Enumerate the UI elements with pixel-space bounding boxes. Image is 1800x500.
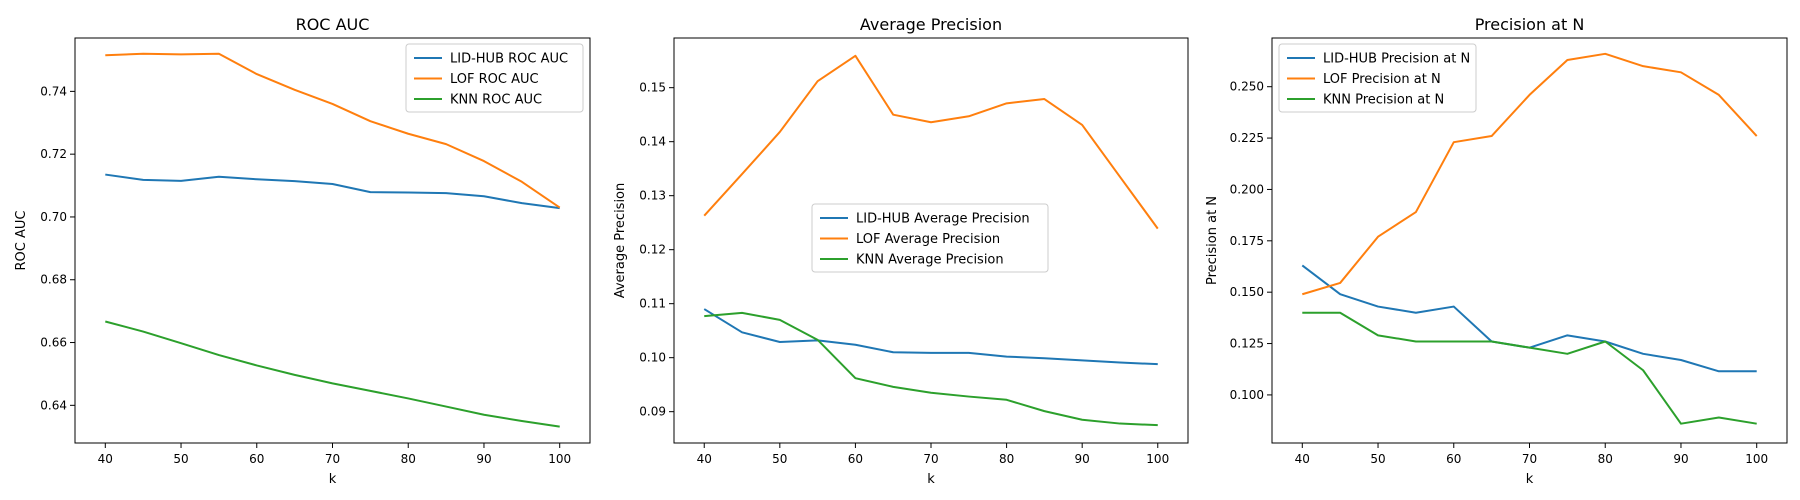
series-line-lof-precision-at-n (1302, 52, 1758, 296)
series-line-lof-average-precision (703, 54, 1159, 230)
legend-label-knn-precision-at-n: KNN Precision at N (1323, 93, 1444, 108)
chart-precision-at-n: Precision at N 40 50 60 70 80 90 100 0.100 0.125 0… (1205, 15, 1788, 487)
chart-title: Average Precision (860, 15, 1002, 34)
y-tick-label: 0.150 (1230, 285, 1264, 299)
x-tick-label: 40 (1295, 452, 1310, 466)
y-tick-label: 0.100 (1230, 388, 1264, 402)
legend: LID-HUB Precision at N LOF Precision at N… (1278, 43, 1477, 113)
y-tick-label: 0.225 (1230, 131, 1264, 145)
series-line-knn-roc-auc (105, 320, 560, 428)
x-tick-label: 70 (923, 452, 938, 466)
x-tick-label: 90 (1673, 452, 1688, 466)
x-tick-label: 80 (1598, 452, 1613, 466)
y-axis-label: Average Precision (613, 183, 628, 299)
series-line-lid-hub-roc-auc (105, 173, 560, 210)
y-tick-label: 0.14 (639, 135, 666, 149)
y-tick-label: 0.64 (40, 398, 67, 412)
y-tick-label: 0.74 (40, 84, 67, 98)
legend-label-knn-roc-auc: KNN ROC AUC (450, 93, 542, 108)
y-tick-label: 0.70 (40, 210, 67, 224)
x-tick-label: 90 (1075, 452, 1090, 466)
x-tick-label: 60 (848, 452, 863, 466)
legend-label-lof-average-precision: LOF Average Precision (856, 232, 1000, 247)
series-line-knn-precision-at-n (1302, 311, 1757, 425)
y-tick-label: 0.175 (1230, 234, 1264, 248)
x-tick-label: 40 (98, 452, 113, 466)
y-axis-label: ROC AUC (14, 211, 29, 271)
chart-title: Precision at N (1475, 15, 1585, 34)
y-tick-label: 0.66 (40, 336, 67, 350)
series-line-knn-average-precision (704, 311, 1158, 427)
legend-label-lof-precision-at-n: LOF Precision at N (1323, 72, 1441, 87)
x-axis-label: k (329, 472, 337, 487)
chart-average-precision: Average Precision 40 50 60 70 80 90 100 0.09 0.10… (613, 15, 1189, 487)
x-tick-label: 60 (1446, 452, 1461, 466)
x-tick-label: 70 (325, 452, 340, 466)
series-line-lid-hub-average-precision (703, 308, 1158, 366)
legend-box (1278, 43, 1477, 113)
legend-label-lid-hub-average-precision: LID-HUB Average Precision (856, 212, 1030, 227)
y-tick-label: 0.68 (40, 273, 67, 287)
legend-label-knn-average-precision: KNN Average Precision (856, 253, 1004, 268)
x-tick-label: 50 (173, 452, 188, 466)
y-tick-label: 0.10 (639, 351, 666, 365)
x-tick-label: 100 (548, 452, 571, 466)
x-tick-label: 60 (249, 452, 264, 466)
x-axis-label: k (1526, 472, 1534, 487)
y-tick-label: 0.72 (40, 147, 67, 161)
x-tick-label: 80 (999, 452, 1014, 466)
x-tick-label: 90 (476, 452, 491, 466)
y-tick-label: 0.11 (639, 297, 666, 311)
series-line-lid-hub-precision-at-n (1301, 264, 1757, 373)
y-tick-label: 0.09 (639, 405, 666, 419)
y-tick-label: 0.13 (639, 189, 666, 203)
x-axis-label: k (927, 472, 935, 487)
legend-label-lof-roc-auc: LOF ROC AUC (450, 72, 539, 87)
x-tick-label: 50 (772, 452, 787, 466)
chart-title: ROC AUC (296, 15, 370, 34)
legend: LID-HUB Average Precision LOF Average Pre… (811, 203, 1049, 273)
x-tick-label: 80 (401, 452, 416, 466)
y-tick-label: 0.12 (639, 243, 666, 257)
x-tick-label: 100 (1146, 452, 1169, 466)
x-tick-label: 70 (1522, 452, 1537, 466)
legend-box (405, 43, 584, 113)
legend: LID-HUB ROC AUC LOF ROC AUC KNN ROC AUC (405, 43, 584, 113)
legend-label-lid-hub-roc-auc: LID-HUB ROC AUC (450, 52, 568, 67)
y-tick-label: 0.125 (1230, 337, 1264, 351)
series-line-lof-roc-auc (105, 52, 561, 209)
x-tick-label: 40 (697, 452, 712, 466)
x-tick-label: 50 (1370, 452, 1385, 466)
y-tick-label: 0.200 (1230, 182, 1264, 196)
y-tick-label: 0.250 (1230, 80, 1264, 94)
y-axis-label: Precision at N (1205, 196, 1220, 285)
legend-label-lid-hub-precision-at-n: LID-HUB Precision at N (1323, 52, 1470, 67)
chart-roc-auc: ROC AUC 40 50 60 70 80 90 100 0.64 0.66 0.68 0.70 0.… (14, 15, 591, 487)
y-tick-label: 0.15 (639, 81, 666, 95)
legend-box (811, 203, 1049, 273)
x-tick-label: 100 (1745, 452, 1768, 466)
